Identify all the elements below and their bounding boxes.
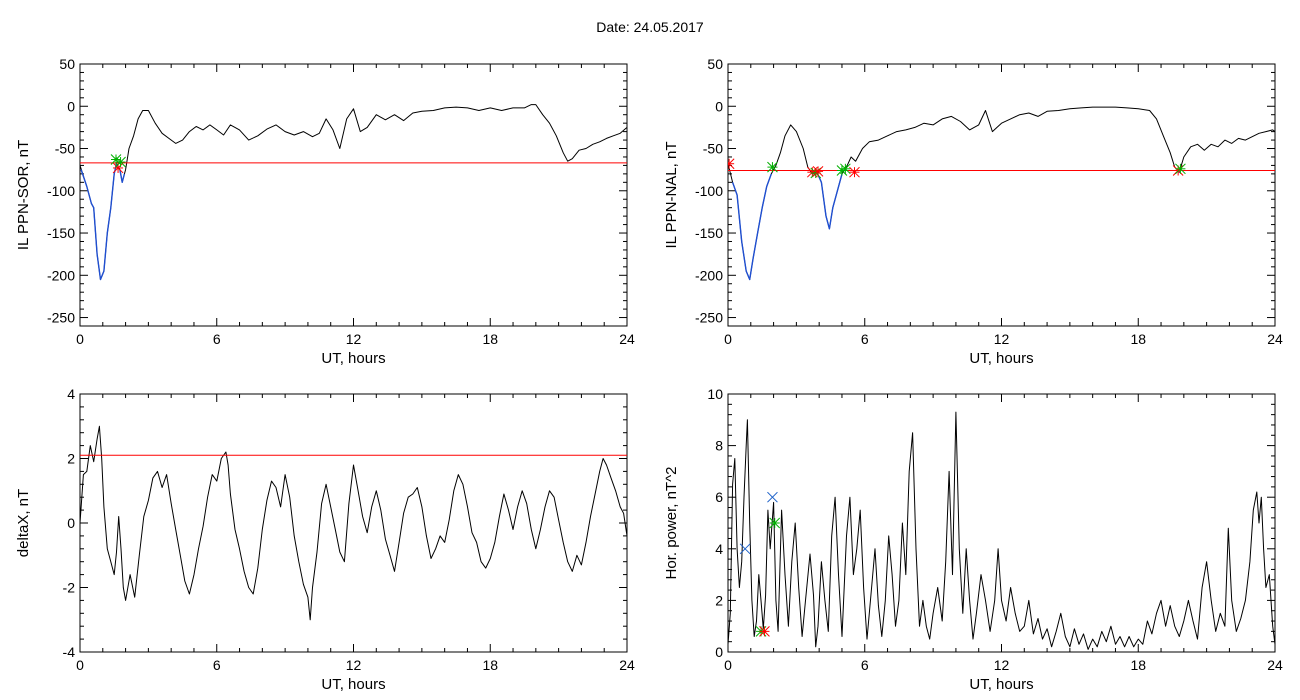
y-axis-label: deltaX, nT — [15, 489, 32, 557]
cross-marker — [739, 543, 751, 555]
y-axis-label: IL PPN-SOR, nT — [15, 140, 32, 250]
x-axis-label: UT, hours — [321, 350, 385, 367]
plot-frame — [79, 63, 628, 327]
y-tick-label: -50 — [55, 141, 75, 157]
y-tick-label: 6 — [715, 489, 723, 505]
highlight-segment — [731, 173, 772, 281]
y-tick-label: -250 — [695, 310, 723, 326]
y-tick-label: 0 — [715, 98, 723, 114]
y-tick-label: 2 — [67, 451, 75, 467]
panel-hor-power: 0 6 12 18 24 10 8 6 4 2 0 UT, hours Hor. power, nT^2 — [663, 386, 1283, 693]
series-line — [80, 425, 627, 621]
highlight-segment — [812, 171, 843, 230]
x-tick-label: 0 — [76, 657, 84, 673]
y-tick-label: 0 — [715, 644, 723, 660]
y-tick-label: -50 — [703, 141, 723, 157]
y-tick-label: 50 — [707, 56, 723, 72]
x-axis-label: UT, hours — [969, 350, 1033, 367]
x-tick-label: 0 — [724, 331, 732, 347]
plot-frame — [727, 393, 1276, 653]
x-tick-label: 6 — [213, 657, 221, 673]
x-tick-label: 6 — [861, 657, 869, 673]
y-tick-label: 2 — [715, 592, 723, 608]
plot-frame — [79, 393, 628, 653]
y-tick-label: 50 — [59, 56, 75, 72]
x-axis-label: UT, hours — [969, 676, 1033, 693]
x-tick-label: 18 — [482, 331, 498, 347]
series-line — [728, 106, 1275, 280]
x-tick-label: 18 — [482, 657, 498, 673]
y-tick-label: -200 — [695, 267, 723, 283]
x-tick-label: 12 — [994, 331, 1010, 347]
y-tick-label: 0 — [67, 98, 75, 114]
y-tick-label: -100 — [47, 183, 75, 199]
plot-area — [80, 104, 627, 281]
y-tick-label: 4 — [67, 386, 75, 402]
y-tick-label: 8 — [715, 438, 723, 454]
plot-frame — [727, 63, 1276, 327]
asterisk-marker — [812, 165, 824, 177]
y-tick-label: -250 — [47, 310, 75, 326]
plot-area — [728, 106, 1275, 281]
x-tick-label: 6 — [213, 331, 221, 347]
x-tick-label: 18 — [1130, 657, 1146, 673]
asterisk-marker — [849, 166, 860, 178]
panel-il-ppn-nal: 0 6 12 18 24 50 0 -50 -100 -150 -200 -250 UT, hours I… — [663, 56, 1283, 367]
asterisk-marker — [767, 161, 778, 173]
panel-deltax: 0 6 12 18 24 4 2 0 -2 -4 UT, hours deltaX, nT — [15, 386, 635, 693]
asterisk-marker — [840, 163, 851, 175]
x-tick-label: 0 — [724, 657, 732, 673]
asterisk-marker — [728, 158, 735, 170]
highlight-segment — [119, 169, 126, 184]
plot-area — [80, 425, 627, 621]
y-tick-label: -100 — [695, 183, 723, 199]
y-tick-label: -150 — [695, 225, 723, 241]
series-line — [728, 411, 1275, 650]
x-tick-label: 0 — [76, 331, 84, 347]
asterisk-marker — [115, 156, 126, 168]
y-tick-label: -200 — [47, 267, 75, 283]
x-tick-label: 24 — [1267, 331, 1283, 347]
page-title: Date: 24.05.2017 — [596, 19, 704, 35]
series-line — [80, 104, 627, 280]
x-tick-label: 18 — [1130, 331, 1146, 347]
x-tick-label: 12 — [994, 657, 1010, 673]
x-tick-label: 24 — [619, 657, 635, 673]
y-tick-label: -150 — [47, 225, 75, 241]
panel-il-ppn-sor: 0 6 12 18 24 50 0 -50 -100 -150 -200 -250 UT, hours I… — [15, 56, 635, 367]
y-axis-label: IL PPN-NAL, nT — [663, 142, 680, 249]
asterisk-marker — [759, 626, 770, 637]
x-tick-label: 24 — [619, 331, 635, 347]
y-tick-label: 4 — [715, 541, 723, 557]
y-axis-label: Hor. power, nT^2 — [663, 467, 680, 580]
plot-area — [728, 411, 1275, 650]
y-tick-label: -2 — [63, 580, 76, 596]
asterisk-marker — [1175, 163, 1186, 175]
cross-marker — [767, 491, 778, 503]
x-tick-label: 24 — [1267, 657, 1283, 673]
y-tick-label: 10 — [707, 386, 723, 402]
highlight-segment — [80, 163, 118, 281]
x-tick-label: 12 — [346, 657, 362, 673]
x-axis-label: UT, hours — [321, 676, 385, 693]
y-tick-label: -4 — [63, 644, 76, 660]
x-tick-label: 12 — [346, 331, 362, 347]
asterisk-marker — [769, 517, 781, 529]
x-tick-label: 6 — [861, 331, 869, 347]
y-tick-label: 0 — [67, 515, 75, 531]
